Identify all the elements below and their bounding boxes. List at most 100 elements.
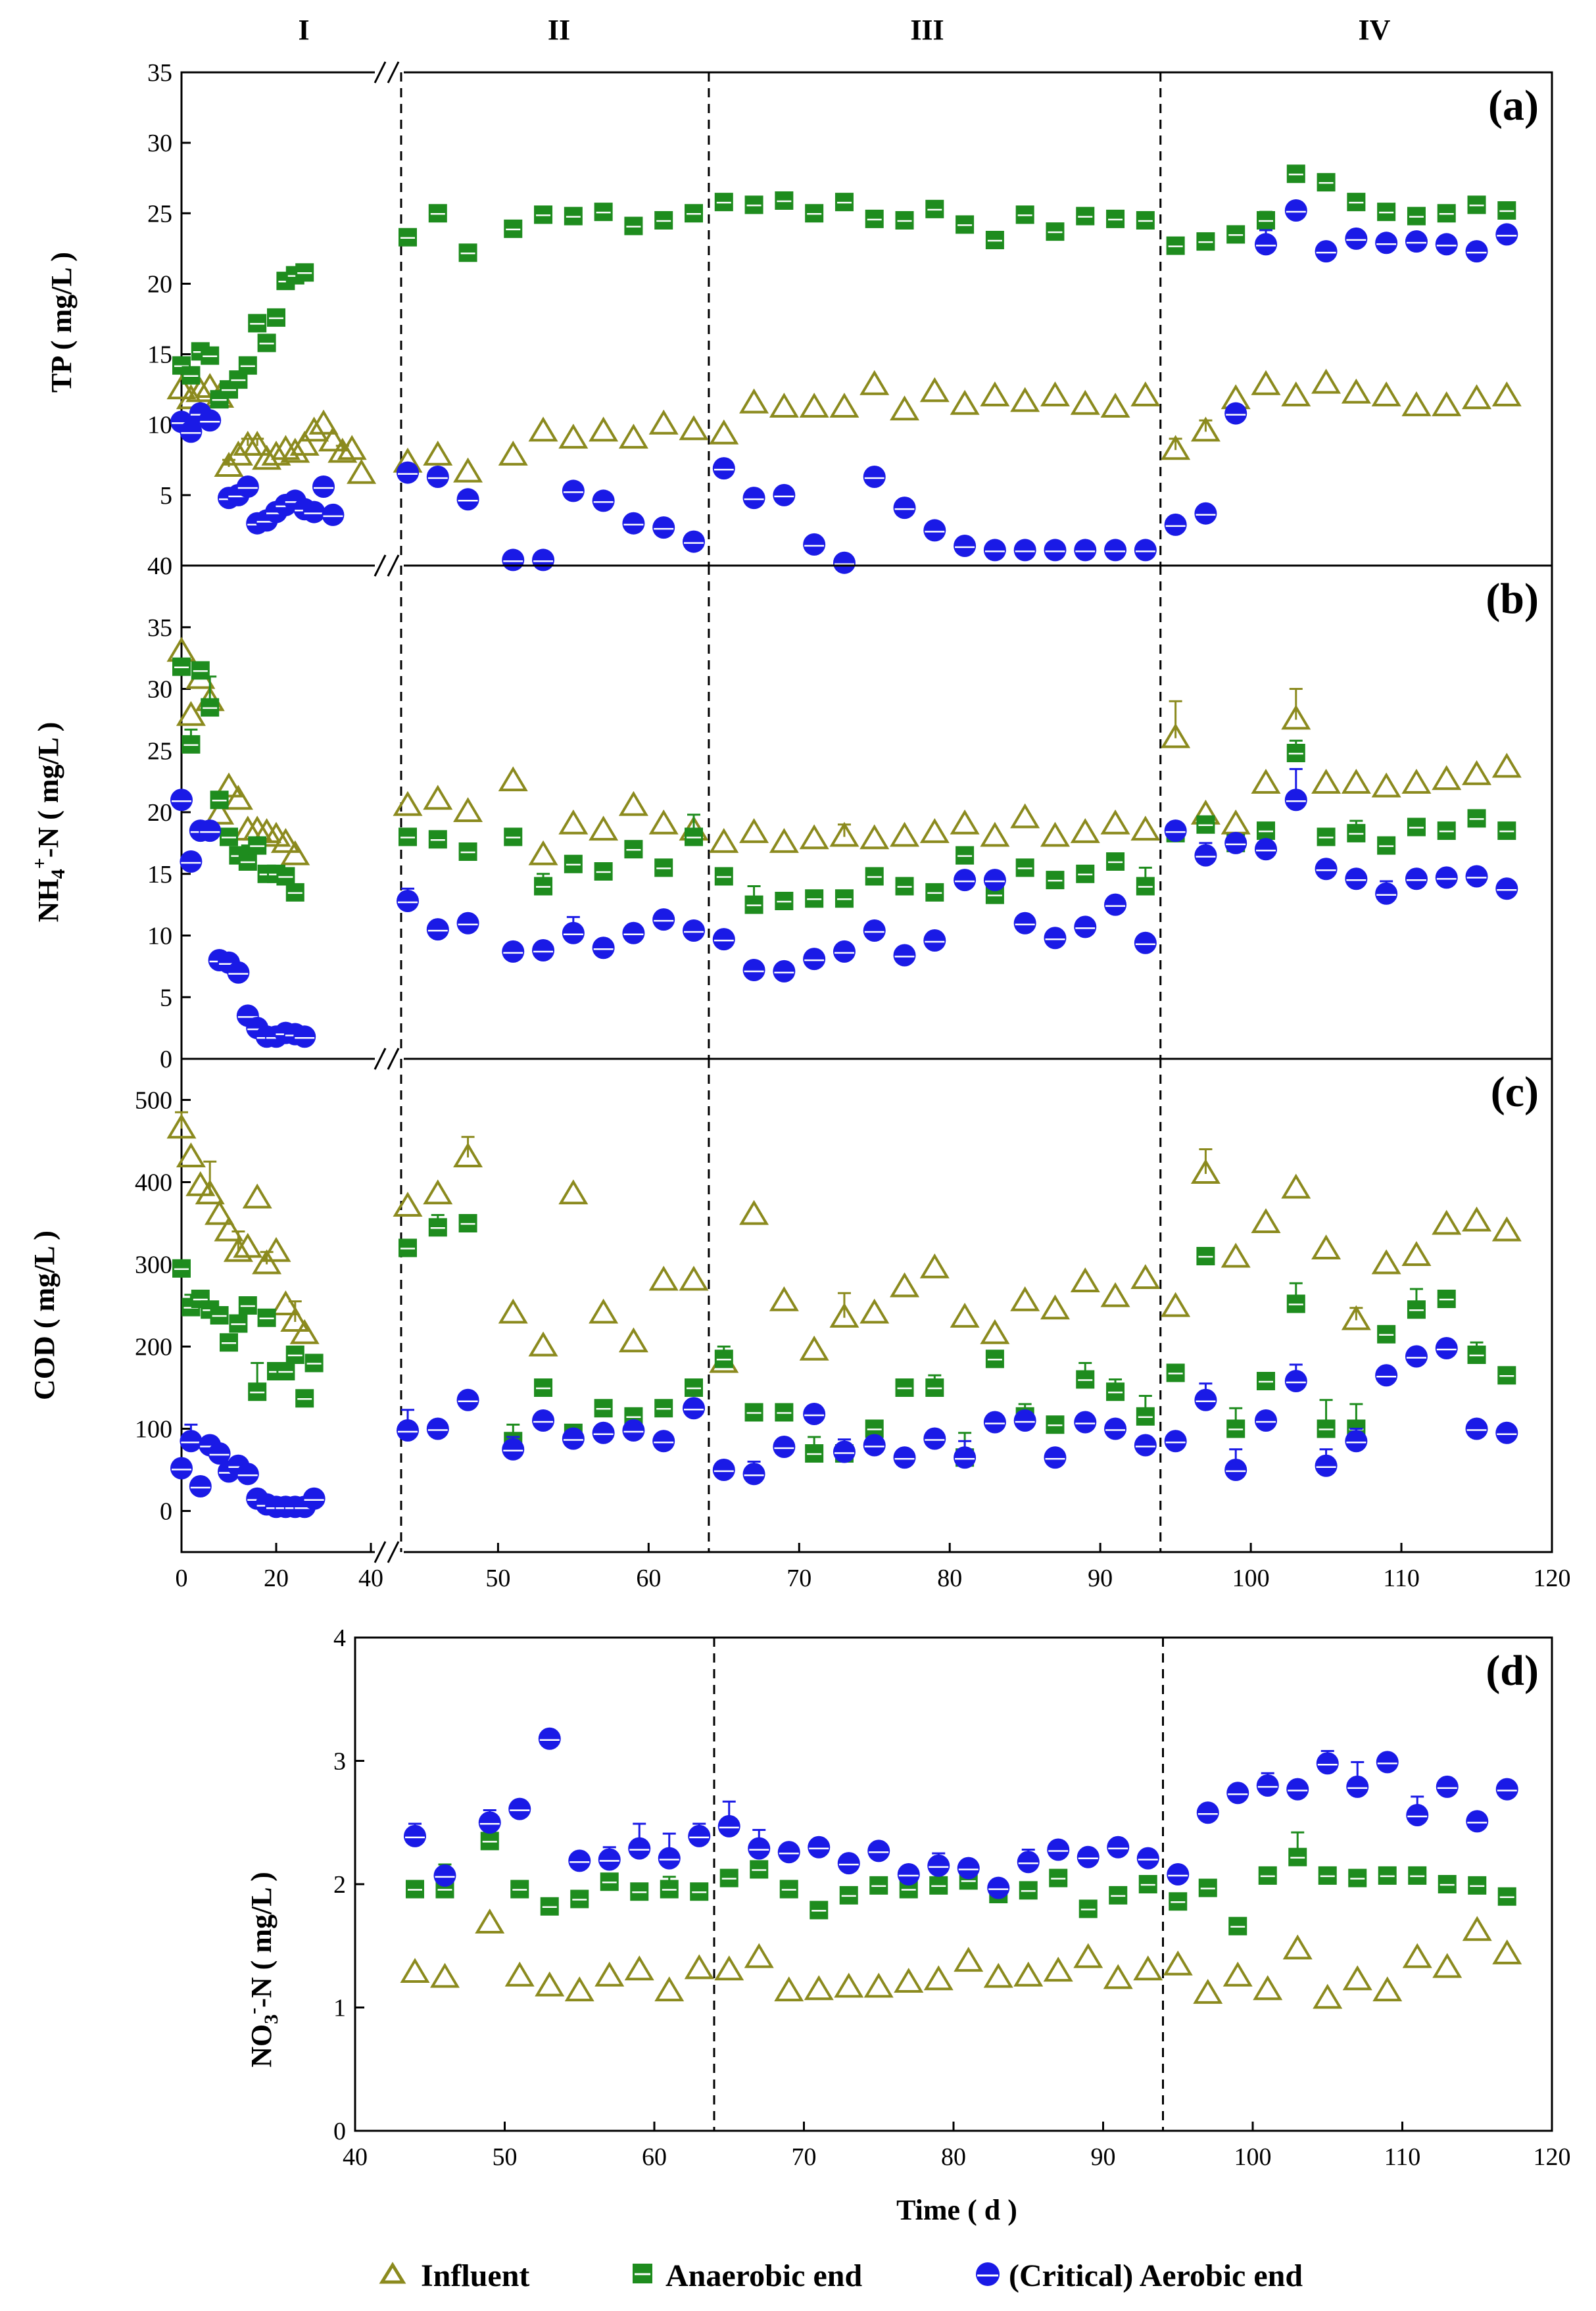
phase-labels: I II III IV — [298, 14, 1390, 46]
data-point-aerobic — [628, 1837, 651, 1860]
data-point-aerobic — [1345, 1430, 1368, 1453]
data-point-influent — [1130, 815, 1161, 841]
series-b-2 — [170, 767, 1518, 1048]
data-point-aerobic — [1017, 1851, 1040, 1874]
data-point-aerobic — [1315, 858, 1338, 881]
data-point-influent — [1040, 1294, 1070, 1320]
series-d-1 — [406, 1821, 1516, 1935]
data-point-influent — [176, 1142, 206, 1167]
data-point-influent — [318, 426, 348, 452]
data-point-influent — [233, 1232, 263, 1258]
data-point-influent — [859, 824, 890, 850]
data-point-aerobic — [1136, 1847, 1159, 1870]
data-point-influent — [205, 1200, 235, 1225]
data-point-aerobic — [683, 1397, 705, 1420]
data-point-influent — [1462, 1206, 1492, 1232]
data-point-aerobic — [1466, 1810, 1489, 1833]
data-point-aerobic — [777, 1841, 800, 1864]
ytick-label-a: 15 — [147, 341, 172, 369]
data-point-aerobic — [954, 535, 977, 557]
data-point-aerobic — [592, 937, 615, 960]
data-point-influent — [1130, 381, 1161, 406]
phase-label-3: III — [910, 14, 944, 46]
data-point-aerobic — [1134, 1434, 1157, 1457]
data-point-influent — [1130, 1264, 1161, 1289]
data-point-aerobic — [1435, 1337, 1458, 1359]
data-point-aerobic — [893, 497, 916, 520]
data-point-aerobic — [426, 918, 449, 941]
ytick-label-d: 2 — [333, 1871, 346, 1899]
data-point-influent — [1070, 389, 1100, 415]
data-point-aerobic — [562, 1427, 585, 1450]
legend-marker-aerobic — [976, 2262, 1000, 2286]
data-point-influent — [242, 430, 272, 456]
data-point-aerobic — [987, 1876, 1010, 1899]
data-point-aerobic — [562, 921, 585, 944]
data-point-influent — [624, 1955, 654, 1981]
data-point-influent — [564, 1976, 594, 2002]
data-point-influent — [648, 809, 679, 835]
legend-marker-influent — [379, 2262, 406, 2284]
data-point-influent — [558, 809, 589, 835]
ylabel-d: NO3--N ( mg/L ) — [242, 1872, 282, 2068]
data-point-aerobic — [180, 850, 203, 873]
ytick-label-d: 0 — [333, 2118, 346, 2145]
axis-break-mark-c — [387, 1048, 400, 1070]
panel-frame-c — [180, 1058, 1553, 1553]
panel-d: 0 1 2 3 4 40 50 60 70 80 90 100 110 120 (d) — [333, 1624, 1571, 2171]
xtick-label-d: 50 — [493, 2143, 518, 2171]
panel-label-a: (a) — [1488, 82, 1539, 130]
xtick-label-c: 90 — [1088, 1565, 1113, 1592]
data-point-influent — [1070, 817, 1100, 843]
legend-label-aerobic: (Critical) Aerobic end — [1009, 2258, 1303, 2293]
data-point-aerobic — [983, 539, 1006, 562]
data-point-influent — [280, 437, 310, 463]
data-point-aerobic — [833, 551, 856, 574]
data-point-influent — [261, 440, 291, 466]
data-point-aerobic — [1013, 539, 1036, 562]
data-point-influent — [919, 1253, 950, 1278]
data-point-influent — [176, 700, 206, 726]
data-point-aerobic — [397, 890, 419, 912]
panel-frame-d — [354, 1636, 1553, 2132]
data-point-aerobic — [1194, 1388, 1217, 1411]
data-point-influent — [648, 1265, 679, 1291]
data-point-influent — [618, 424, 648, 449]
data-point-aerobic — [1104, 893, 1127, 916]
data-point-aerobic — [1375, 231, 1398, 255]
data-point-influent — [400, 1958, 430, 1983]
panel-label-c: (c) — [1491, 1068, 1539, 1116]
data-point-aerobic — [180, 1430, 203, 1453]
data-point-influent — [1222, 1961, 1253, 1987]
data-point-influent — [1190, 416, 1221, 442]
data-point-influent — [393, 791, 423, 816]
data-point-influent — [1462, 1916, 1492, 1941]
xtick-label-c: 20 — [264, 1565, 289, 1592]
legend: Influent Anaerobic end (Critical) Aerobi… — [379, 2258, 1303, 2293]
data-point-influent — [504, 1961, 535, 1987]
data-point-aerobic — [652, 908, 675, 931]
data-point-influent — [498, 440, 528, 466]
data-point-influent — [1100, 809, 1130, 835]
data-point-aerobic — [1315, 240, 1338, 263]
data-point-influent — [1401, 768, 1432, 794]
xlabel: Time ( d ) — [896, 2194, 1017, 2226]
data-point-aerobic — [502, 1438, 525, 1461]
data-point-aerobic — [923, 929, 946, 952]
data-point-influent — [185, 377, 216, 402]
data-point-influent — [280, 1307, 310, 1332]
data-point-aerobic — [1164, 1430, 1187, 1453]
data-point-influent — [289, 1319, 320, 1344]
data-point-influent — [1491, 1216, 1522, 1242]
data-point-influent — [1492, 1939, 1522, 1964]
data-point-aerobic — [1107, 1836, 1130, 1859]
data-point-aerobic — [302, 1487, 326, 1510]
data-point-aerobic — [863, 1434, 886, 1457]
data-point-aerobic — [1346, 1775, 1369, 1798]
data-point-influent — [654, 1976, 685, 2002]
data-point-influent — [829, 821, 859, 847]
data-point-influent — [261, 1236, 291, 1262]
ytick-label-c: 500 — [135, 1087, 172, 1115]
data-point-influent — [618, 1327, 648, 1353]
data-point-aerobic — [1255, 838, 1277, 861]
